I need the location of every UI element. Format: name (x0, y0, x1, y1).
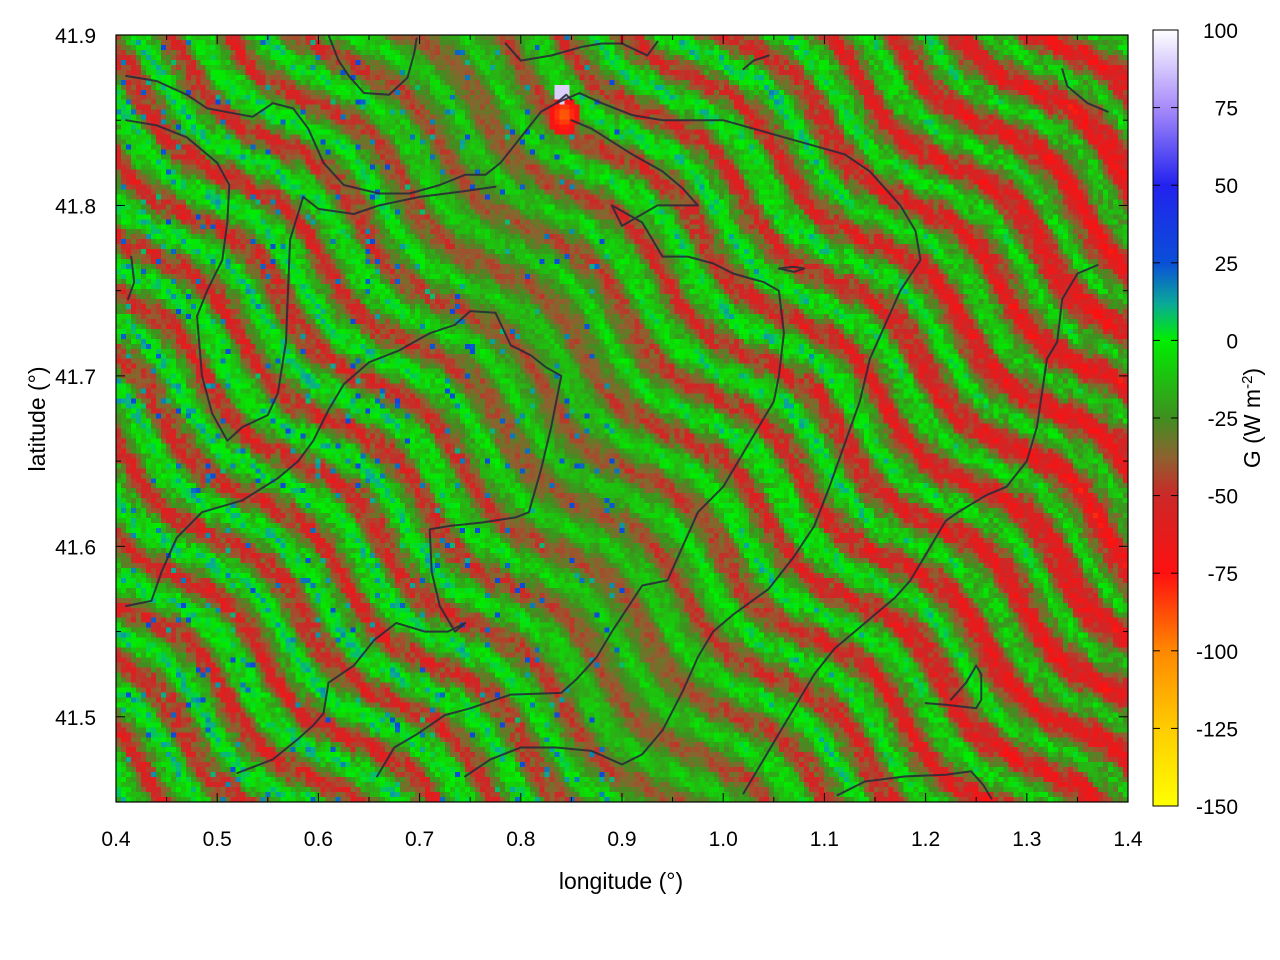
contour-line (125, 74, 573, 195)
contour-line (742, 54, 770, 71)
contour-line (125, 119, 497, 442)
contour-line (924, 664, 983, 710)
colorbar-label: G (W m-2) (1239, 368, 1266, 468)
x-tick-label: 0.8 (506, 828, 535, 851)
colorbar-tick-label: -150 (1196, 796, 1238, 819)
x-tick-label: 1.0 (709, 828, 738, 851)
y-axis-label: latitude (°) (24, 366, 50, 471)
colorbar-tick-label: 0 (1226, 330, 1238, 353)
heatmap-raster (116, 35, 1128, 802)
y-tick-label: 41.9 (55, 25, 96, 48)
x-tick-label: 1.4 (1113, 828, 1143, 851)
x-tick-label: 0.6 (304, 828, 333, 851)
colorbar-tick-label: -75 (1208, 563, 1238, 586)
contour-line (327, 35, 418, 96)
contour-line (376, 119, 785, 778)
x-axis-ticks: 0.4 0.5 0.6 0.7 0.8 0.9 1.0 1.1 1.2 1.3 1.4 (101, 35, 1143, 851)
contour-line (742, 264, 1099, 795)
contour-lines (125, 35, 1109, 800)
y-tick-label: 41.8 (55, 195, 96, 218)
colorbar-tick-label: -125 (1196, 718, 1238, 741)
contour-line (504, 40, 659, 62)
colorbar-tick-label: 50 (1215, 175, 1238, 198)
x-axis-label: longitude (°) (559, 868, 683, 894)
heatmap-field (116, 35, 1128, 802)
contour-line (836, 770, 993, 800)
x-tick-label: 0.5 (203, 828, 232, 851)
x-tick-label: 0.7 (405, 828, 434, 851)
x-tick-label: 1.2 (911, 828, 940, 851)
contour-line (464, 92, 922, 778)
contour-line (125, 310, 563, 774)
y-tick-label: 41.7 (55, 366, 96, 389)
contour-line (777, 265, 806, 273)
y-axis-ticks: 41.5 41.6 41.7 41.8 41.9 (55, 25, 1128, 730)
colorbar-tick-label: 75 (1215, 98, 1238, 121)
y-tick-label: 41.6 (55, 536, 96, 559)
contour-line (127, 255, 136, 301)
colorbar-tick-label: -25 (1208, 408, 1238, 431)
colorbar-tick-label: -100 (1196, 641, 1238, 664)
x-tick-label: 0.9 (607, 828, 636, 851)
colorbar-ticks: 100 75 50 25 0 -25 -50 -75 -100 -125 -150 (1153, 20, 1238, 819)
colorbar-tick-label: 25 (1215, 253, 1238, 276)
colorbar-label-superscript: -2 (1239, 376, 1256, 389)
y-tick-label: 41.5 (55, 707, 96, 730)
colorbar-tick-label: -50 (1208, 486, 1238, 509)
colorbar-tick-label: 100 (1203, 20, 1238, 43)
contour-line (1061, 68, 1109, 113)
x-tick-label: 0.4 (101, 828, 131, 851)
x-tick-label: 1.3 (1012, 828, 1041, 851)
colorbar: 100 75 50 25 0 -25 -50 -75 -100 -125 -150 G (W m-2… (1152, 20, 1266, 819)
x-tick-label: 1.1 (810, 828, 839, 851)
